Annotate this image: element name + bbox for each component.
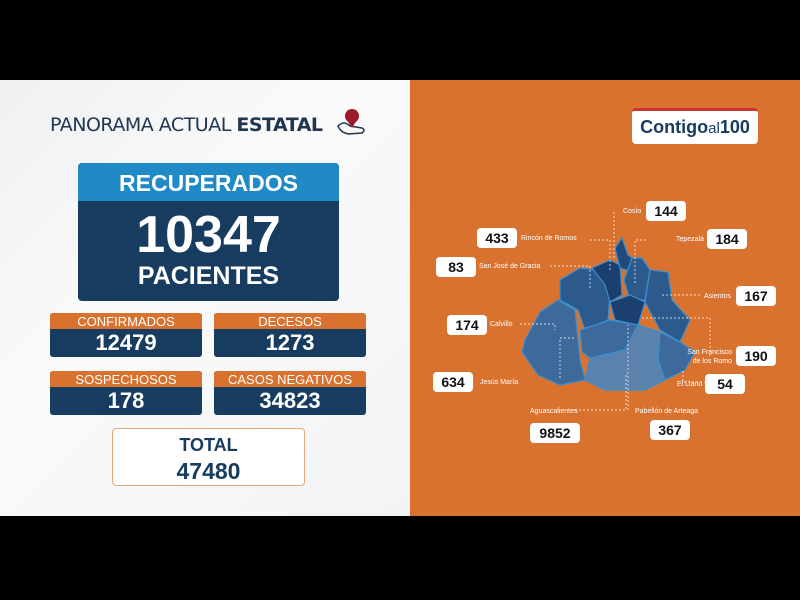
recuperados-label: RECUPERADOS: [78, 163, 339, 201]
card-label: CONFIRMADOS: [50, 313, 202, 329]
value-aguascalientes: 9852: [530, 423, 580, 443]
card-value: 178: [107, 388, 145, 413]
label-calvillo: Calvillo: [490, 321, 513, 328]
recuperados-unit: PACIENTES: [137, 262, 280, 290]
label-jesus-maria: Jesús María: [480, 379, 519, 386]
label-san-francisco-de-los-romo: San Francisco de los Romo: [687, 349, 732, 365]
region-calvillo: [521, 299, 586, 386]
label-san-jose-de-gracia: San José de Gracia: [479, 263, 541, 270]
label-asientos: Asientos: [704, 293, 731, 300]
total-value: 47480: [176, 458, 241, 484]
title-bold: ESTATAL: [236, 114, 323, 136]
value-cosio: 144: [646, 201, 686, 221]
title-regular: PANORAMA ACTUAL: [50, 114, 237, 136]
value-el-llano: 54: [705, 374, 745, 394]
casos-negativos-card: CASOS NEGATIVOS 34823: [214, 371, 366, 415]
region-asientos: [644, 269, 691, 343]
value-rincon-de-romos: 433: [477, 228, 517, 248]
total-label: TOTAL: [179, 435, 238, 455]
recuperados-value: 10347: [136, 206, 281, 264]
value-tepezala: 184: [707, 229, 747, 249]
card-label: CASOS NEGATIVOS: [214, 371, 366, 387]
region-san-jose-de-gracia: [559, 267, 611, 331]
page-title: PANORAMA ACTUAL ESTATAL: [50, 114, 323, 136]
region-pabellon: [609, 294, 646, 326]
contigo-al-100-logo: Contigoal100: [632, 108, 758, 144]
label-tepezala: Tepezalá: [676, 236, 705, 243]
value-calvillo: 174: [447, 315, 487, 335]
confirmados-card: CONFIRMADOS 12479: [50, 313, 202, 357]
card-value: 12479: [95, 330, 157, 355]
label-cosio: Cosío: [623, 208, 642, 215]
logo-al: al: [708, 120, 720, 137]
card-label: SOSPECHOSOS: [50, 371, 202, 387]
value-pabellon-de-arteaga: 367: [650, 420, 690, 440]
region-aguascalientes: [584, 324, 666, 391]
card-label: DECESOS: [214, 313, 366, 329]
state-map: [520, 212, 711, 411]
label-el-llano: El Llano: [677, 381, 703, 388]
label-pabellon-de-arteaga: Pabellón de Arteaga: [635, 408, 699, 415]
sospechosos-card: SOSPECHOSOS 178: [50, 371, 202, 415]
recuperados-card: RECUPERADOS 10347 PACIENTES: [78, 163, 339, 301]
card-value: 34823: [259, 388, 321, 413]
value-san-francisco-de-los-romo: 190: [736, 346, 776, 366]
value-san-jose-de-gracia: 83: [436, 257, 476, 277]
logo-num: 100: [719, 117, 750, 137]
decesos-card: DECESOS 1273: [214, 313, 366, 357]
value-asientos: 167: [736, 286, 776, 306]
total-card: TOTAL 47480: [112, 428, 305, 486]
map-pin-hand-icon: [337, 109, 365, 135]
card-value: 1273: [265, 330, 315, 355]
value-jesus-maria: 634: [433, 372, 473, 392]
logo-text: Contigo: [640, 117, 709, 137]
label-rincon-de-romos: Rincón de Romos: [521, 235, 577, 242]
label-aguascalientes: Aguascalientes: [530, 408, 578, 415]
